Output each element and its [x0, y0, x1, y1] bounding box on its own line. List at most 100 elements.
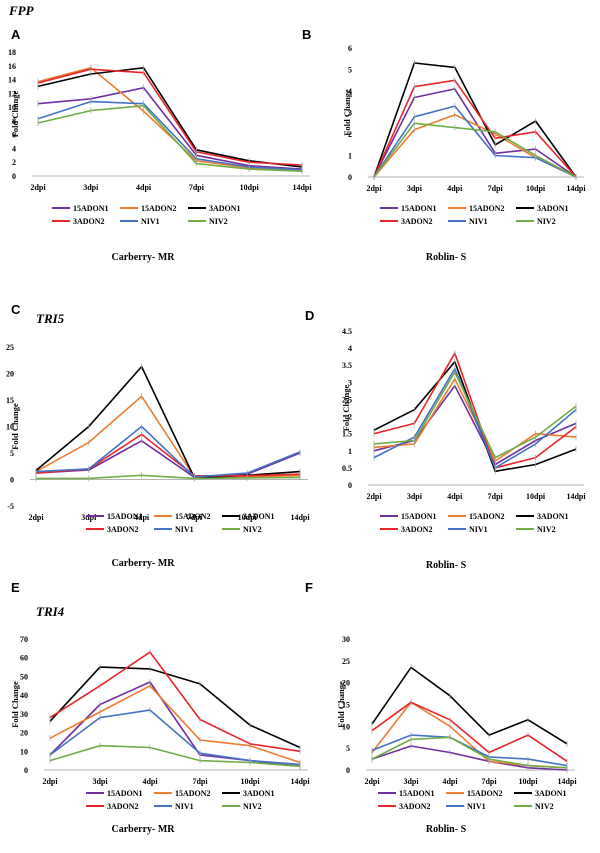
y-axis-label-e: Fold Change — [10, 681, 20, 728]
series-line-c-15adon2 — [35, 395, 301, 478]
series-line-e-3adon1 — [49, 666, 301, 749]
gene-title-tri5: TRI5 — [36, 311, 65, 326]
x-tick-label-a-1: 3dpi — [83, 183, 99, 192]
chart-a: 0 2 4 6 8 10 12 14 16 18 2dpi 3dpi 4dpi 7dpi 10dpi 14dp… — [8, 48, 312, 263]
panel-letter-c: C — [11, 302, 21, 317]
y-tick-label-b-5: 5 — [348, 66, 352, 75]
series-line-d-niv2 — [373, 371, 577, 459]
y-tick-label-b-2: 2 — [348, 130, 352, 139]
y-tick-label-e-7: 70 — [20, 635, 28, 644]
y-tick-label-e-4: 40 — [20, 691, 28, 700]
x-tick-label-f-0: 2dpi — [364, 777, 380, 786]
series-line-a-3adon1 — [37, 67, 303, 168]
y-tick-label-a-0: 0 — [12, 172, 16, 181]
legend-label-f-3adon2: 3ADON2 — [399, 802, 431, 811]
x-tick-label-e-1: 3dpi — [92, 777, 108, 786]
series-line-d-3adon2 — [373, 352, 577, 469]
chart-e: 0 10 20 30 40 50 60 70 2dpi 3dpi 4dpi 7dpi 10dpi 14dp… — [10, 635, 310, 835]
y-tick-label-e-1: 10 — [20, 747, 28, 756]
y-tick-label-b-3: 3 — [348, 109, 352, 118]
x-tick-label-b-2: 4dpi — [447, 184, 463, 193]
y-tick-label-d-4: 2 — [348, 413, 352, 422]
y-tick-label-d-2: 1 — [348, 447, 352, 456]
series-line-c-15adon1 — [35, 439, 301, 479]
legend-label-c-niv2: NIV2 — [243, 525, 262, 534]
chart-b: 0 1 2 3 4 5 6 2dpi 3dpi 4dpi 7dpi 10dpi 14dpi Fold Ch… — [342, 44, 586, 263]
legend-label-f-15adon1: 15ADON1 — [399, 789, 435, 798]
x-tick-label-c-5: 14dpi — [290, 513, 310, 522]
chart-c: -5 0 5 10 15 20 25 2dpi 3dpi 4dpi 7dpi 10dpi 14dpi Fo… — [6, 343, 310, 569]
x-tick-label-d-3: 7dpi — [488, 492, 504, 501]
y-tick-label-a-4: 8 — [12, 117, 16, 126]
y-axis-label-a: Fold Change — [10, 91, 20, 138]
legend-label-f-niv1: NIV1 — [467, 802, 486, 811]
series-line-f-15adon1 — [371, 745, 568, 771]
legend-label-a-15adon1: 15ADON1 — [73, 204, 109, 213]
y-tick-label-e-0: 0 — [24, 766, 28, 775]
series-line-f-3adon1 — [371, 666, 568, 745]
x-tick-label-b-3: 7dpi — [488, 184, 504, 193]
y-tick-label-c-2: 5 — [10, 449, 14, 458]
chart-title-e: Carberry- MR — [111, 824, 175, 835]
legend-label-b-15adon2: 15ADON2 — [469, 204, 505, 213]
y-tick-label-d-1: 0.5 — [342, 464, 352, 473]
x-tick-label-a-3: 7dpi — [189, 183, 205, 192]
series-line-b-niv1 — [373, 105, 577, 178]
x-tick-label-d-1: 3dpi — [407, 492, 423, 501]
y-tick-label-e-6: 60 — [20, 654, 28, 663]
legend-label-a-15adon2: 15ADON2 — [141, 204, 177, 213]
y-tick-label-f-6: 30 — [342, 635, 350, 644]
chart-f: 0 5 10 15 20 25 30 2dpi 3dpi 4dpi 7dpi 10dpi 14dpi Fo… — [336, 635, 577, 835]
y-tick-label-c-3: 10 — [6, 423, 14, 432]
x-tick-label-a-2: 4dpi — [136, 183, 152, 192]
legend-label-c-3adon2: 3ADON2 — [107, 525, 139, 534]
legend-label-b-3adon1: 3ADON1 — [537, 204, 569, 213]
x-tick-label-d-2: 4dpi — [447, 492, 463, 501]
y-axis-label-d: Fold Change — [341, 385, 351, 432]
legend-label-b-niv2: NIV2 — [537, 217, 556, 226]
x-tick-label-a-4: 10dpi — [240, 183, 260, 192]
legend-label-e-niv1: NIV1 — [175, 802, 194, 811]
chart-title-f: Roblin- S — [426, 824, 467, 835]
series-line-a-niv2 — [37, 104, 303, 172]
series-line-c-niv1 — [35, 425, 301, 478]
x-tick-label-d-4: 10dpi — [526, 492, 546, 501]
chart-d: 0 0.5 1 1.5 2 2.5 3 3.5 4 4.5 2dpi 3dpi 4dpi 7dpi 10dp… — [341, 327, 586, 571]
series-line-b-3adon2 — [373, 79, 577, 178]
y-tick-label-a-7: 14 — [8, 76, 16, 85]
x-tick-label-e-3: 7dpi — [192, 777, 208, 786]
x-tick-label-c-3: 7dpi — [187, 513, 203, 522]
panel-letter-a: A — [11, 27, 21, 42]
y-axis-label-c: Fold Change — [10, 403, 20, 450]
y-tick-label-b-0: 0 — [348, 173, 352, 182]
series-line-b-15adon1 — [373, 88, 577, 178]
series-line-e-niv1 — [49, 709, 301, 766]
y-tick-label-a-5: 10 — [8, 103, 16, 112]
x-tick-label-d-0: 2dpi — [366, 492, 382, 501]
series-line-c-niv2 — [36, 474, 301, 480]
y-tick-label-a-1: 2 — [12, 158, 16, 167]
legend-label-f-niv2: NIV2 — [535, 802, 554, 811]
legend-label-e-15adon1: 15ADON1 — [107, 789, 143, 798]
x-tick-label-f-4: 10dpi — [518, 777, 538, 786]
legend-label-c-15adon2: 15ADON2 — [175, 512, 211, 521]
legend-label-b-niv1: NIV1 — [469, 217, 488, 226]
x-tick-label-c-4: 10dpi — [238, 513, 258, 522]
y-tick-label-e-2: 20 — [20, 729, 28, 738]
series-line-a-15adon1 — [37, 87, 303, 170]
y-tick-label-e-3: 30 — [20, 710, 28, 719]
y-tick-label-d-8: 4 — [348, 344, 352, 353]
panel-letter-e: E — [11, 580, 20, 595]
y-tick-label-d-7: 3.5 — [342, 361, 352, 370]
series-line-f-niv2 — [371, 736, 568, 769]
x-tick-label-e-0: 2dpi — [42, 777, 58, 786]
series-line-a-niv1 — [37, 100, 303, 171]
y-tick-label-c-0: -5 — [7, 502, 14, 511]
legend-label-a-3adon2: 3ADON2 — [73, 217, 105, 226]
gene-title-fpp: FPP — [9, 3, 34, 18]
y-tick-label-c-5: 20 — [6, 370, 14, 379]
series-line-e-15adon2 — [49, 684, 301, 764]
series-line-a-15adon2 — [37, 67, 303, 172]
legend-label-d-15adon2: 15ADON2 — [469, 512, 505, 521]
series-line-b-15adon2 — [373, 113, 577, 178]
